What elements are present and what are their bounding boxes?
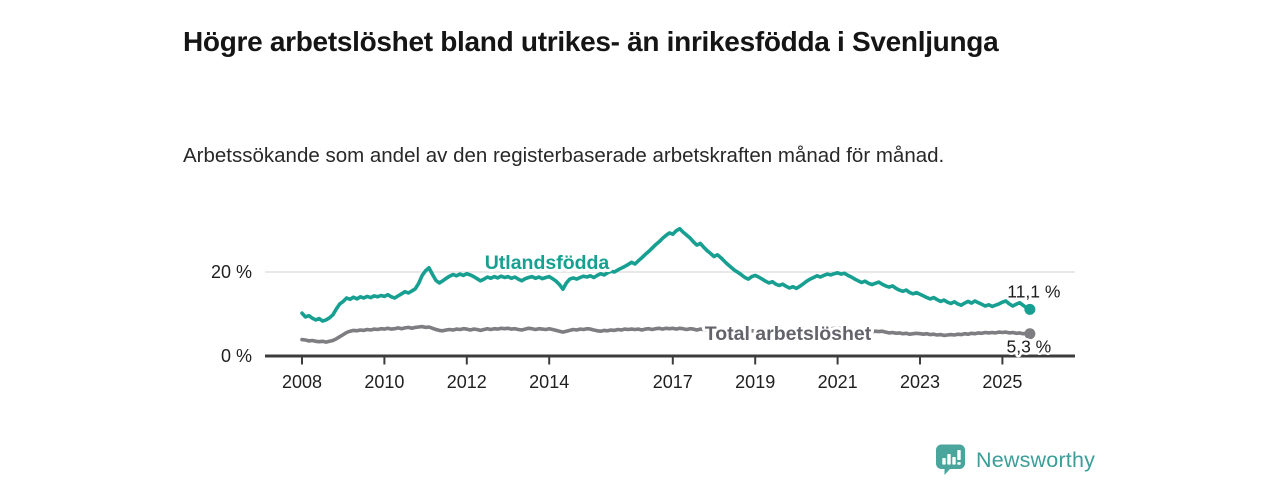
bar-1 bbox=[942, 458, 946, 465]
y-axis-tick-label: 0 % bbox=[221, 346, 252, 366]
x-axis-tick-label: 2010 bbox=[364, 372, 404, 392]
bar-2 bbox=[947, 454, 951, 465]
series-line-utlandsf-dda bbox=[300, 226, 1032, 323]
page-title: Högre arbetslöshet bland utrikes- än inr… bbox=[183, 25, 999, 57]
x-axis-tick-label: 2023 bbox=[900, 372, 940, 392]
series-label-total: Total arbetslöshet bbox=[705, 323, 872, 345]
series-end-dot bbox=[1024, 328, 1036, 340]
bar-3 bbox=[952, 457, 956, 465]
newsworthy-bubble-chart-icon bbox=[936, 444, 965, 475]
exclamation-dot bbox=[957, 462, 961, 465]
x-axis-tick-label: 2021 bbox=[818, 372, 858, 392]
exclamation-bar bbox=[957, 450, 961, 460]
series-end-value-label: 11,1 % bbox=[1007, 281, 1060, 301]
brand-name: Newsworthy bbox=[976, 447, 1096, 472]
series-line-total-arbetsl-shet bbox=[300, 324, 1032, 344]
chart-subtitle: Arbetssökande som andel av den registerb… bbox=[183, 143, 945, 167]
y-axis-tick-label: 20 % bbox=[211, 262, 252, 282]
x-axis-tick-label: 2008 bbox=[282, 372, 322, 392]
x-axis-tick-label: 2014 bbox=[529, 372, 569, 392]
series-end-dot bbox=[1024, 303, 1036, 315]
series-label-utlandsfodda: Utlandsfödda bbox=[485, 252, 610, 274]
x-axis-tick-label: 2012 bbox=[447, 372, 487, 392]
newsworthy-logo: Newsworthy bbox=[934, 443, 1095, 477]
x-axis-tick-label: 2025 bbox=[982, 372, 1022, 392]
x-axis-tick-label: 2017 bbox=[653, 372, 693, 392]
series-end-value-label: 5,3 % bbox=[1006, 337, 1051, 357]
x-axis-tick-label: 2019 bbox=[735, 372, 775, 392]
